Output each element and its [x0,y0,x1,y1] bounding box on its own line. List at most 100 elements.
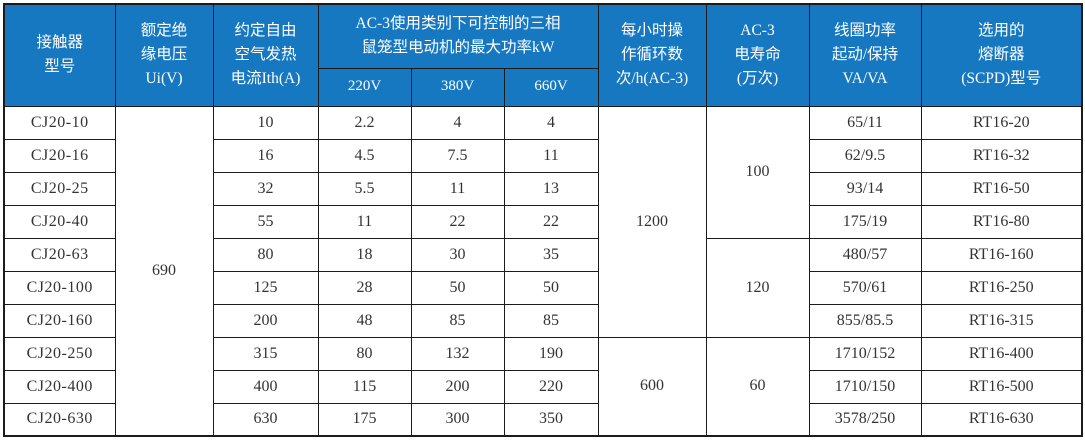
table-row: CJ20-40 55 11 22 22 175/19 RT16-80 [3,204,1083,239]
cell-coil: 570/61 [808,270,922,305]
cell-p380: 22 [410,204,505,239]
cell-p220: 18 [317,237,412,272]
cell-p380: 7.5 [410,138,505,173]
header-coil-power: 线圈功率 起动/保持 VA/VA [808,3,922,107]
cell-p660: 4 [503,105,599,140]
cell-cycles-merged: 600 [597,336,707,437]
cell-p220: 28 [317,270,412,305]
cell-model: CJ20-160 [3,303,116,338]
header-thermal-current: 约定自由 空气发热 电流Ith(A) [212,3,319,107]
cell-p660: 220 [503,369,599,404]
cell-model: CJ20-25 [3,171,116,206]
cell-p660: 22 [503,204,599,239]
cell-life-merged: 100 [705,105,810,239]
cell-fuse: RT16-500 [920,369,1083,404]
cell-p220: 4.5 [317,138,412,173]
table-row: CJ20-630 630 175 300 350 3578/250 RT16-6… [3,402,1083,437]
cell-p220: 48 [317,303,412,338]
header-380v: 380V [410,67,505,107]
cell-model: CJ20-40 [3,204,116,239]
cell-p220: 80 [317,336,412,371]
cell-p380: 300 [410,402,505,437]
cell-p380: 11 [410,171,505,206]
cell-coil: 93/14 [808,171,922,206]
table-body: CJ20-10 690 10 2.2 4 4 1200 100 65/11 RT… [3,105,1083,437]
cell-model: CJ20-630 [3,402,116,437]
cell-p380: 4 [410,105,505,140]
cell-coil: 3578/250 [808,402,922,437]
table-header: 接触器 型号 额定绝 缘电压 Ui(V) 约定自由 空气发热 电流Ith(A) … [3,3,1083,107]
cell-coil: 1710/150 [808,369,922,404]
cell-life-merged: 60 [705,336,810,437]
cell-p220: 115 [317,369,412,404]
cell-cycles-merged: 1200 [597,105,707,338]
cell-fuse: RT16-160 [920,237,1083,272]
cell-model: CJ20-16 [3,138,116,173]
table-row: CJ20-25 32 5.5 11 13 93/14 RT16-50 [3,171,1083,206]
cell-ith: 125 [212,270,319,305]
cell-p220: 5.5 [317,171,412,206]
cell-model: CJ20-100 [3,270,116,305]
cell-p380: 50 [410,270,505,305]
cell-p380: 30 [410,237,505,272]
cell-p660: 50 [503,270,599,305]
cell-model: CJ20-400 [3,369,116,404]
cell-ith: 16 [212,138,319,173]
header-fuse-type: 选用的 熔断器 (SCPD)型号 [920,3,1083,107]
cell-p220: 11 [317,204,412,239]
cell-coil: 855/85.5 [808,303,922,338]
table-row: CJ20-16 16 4.5 7.5 11 62/9.5 RT16-32 [3,138,1083,173]
cell-coil: 1710/152 [808,336,922,371]
cell-coil: 65/11 [808,105,922,140]
header-row-top: 接触器 型号 额定绝 缘电压 Ui(V) 约定自由 空气发热 电流Ith(A) … [3,3,1083,107]
cell-life-merged: 120 [705,237,810,338]
cell-p660: 85 [503,303,599,338]
header-660v: 660V [503,67,599,107]
cell-coil: 62/9.5 [808,138,922,173]
cell-p220: 2.2 [317,105,412,140]
cell-fuse: RT16-250 [920,270,1083,305]
header-insulation-voltage: 额定绝 缘电压 Ui(V) [114,3,214,107]
cell-p660: 11 [503,138,599,173]
cell-p660: 35 [503,237,599,272]
header-row-sub: 220V 380V 660V [4,67,1082,107]
header-ac3-power-group: AC-3使用类别下可控制的三相 鼠笼型电动机的最大功率kW [317,3,599,69]
table-row: CJ20-100 125 28 50 50 570/61 RT16-250 [3,270,1083,305]
cell-ith: 10 [212,105,319,140]
header-electrical-life: AC-3 电寿命 (万次) [705,3,810,107]
cell-ith: 315 [212,336,319,371]
cell-model: CJ20-250 [3,336,116,371]
contactor-spec-table: 接触器 型号 额定绝 缘电压 Ui(V) 约定自由 空气发热 电流Ith(A) … [3,3,1083,437]
table-row: CJ20-250 315 80 132 190 600 60 1710/152 … [3,336,1083,437]
cell-p660: 190 [503,336,599,371]
cell-model: CJ20-10 [3,105,116,140]
cell-p220: 175 [317,402,412,437]
cell-ith: 630 [212,402,319,437]
cell-p660: 350 [503,402,599,437]
table-row: CJ20-400 400 115 200 220 1710/150 RT16-5… [3,369,1083,404]
cell-p380: 85 [410,303,505,338]
header-220v: 220V [317,67,412,107]
cell-coil: 175/19 [808,204,922,239]
table-row: CJ20-10 690 10 2.2 4 4 1200 100 65/11 RT… [3,105,1083,437]
header-model: 接触器 型号 [3,3,116,107]
cell-ith: 32 [212,171,319,206]
cell-p660: 13 [503,171,599,206]
cell-ith: 400 [212,369,319,404]
header-operating-cycles: 每小时操 作循环数 次/h(AC-3) [597,3,707,107]
cell-fuse: RT16-400 [920,336,1083,371]
cell-fuse: RT16-20 [920,105,1083,140]
cell-fuse: RT16-32 [920,138,1083,173]
cell-p380: 200 [410,369,505,404]
cell-model: CJ20-63 [3,237,116,272]
cell-ui-merged: 690 [114,105,214,437]
cell-fuse: RT16-630 [920,402,1083,437]
cell-ith: 55 [212,204,319,239]
cell-fuse: RT16-80 [920,204,1083,239]
cell-fuse: RT16-50 [920,171,1083,206]
cell-ith: 80 [212,237,319,272]
cell-ith: 200 [212,303,319,338]
cell-coil: 480/57 [808,237,922,272]
cell-fuse: RT16-315 [920,303,1083,338]
